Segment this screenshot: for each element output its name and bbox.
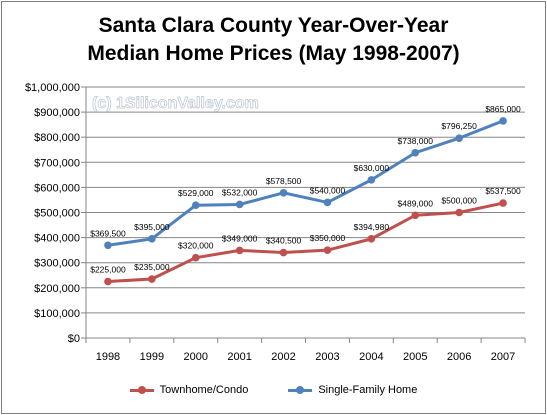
legend-item-townhome-condo: Townhome/Condo — [129, 384, 249, 396]
data-label-single-family-home: $369,500 — [90, 228, 126, 238]
chart-title-line-1: Santa Clara County Year-Over-Year — [98, 14, 449, 37]
data-label-single-family-home: $630,000 — [354, 163, 390, 173]
data-point-townhome-condo — [191, 253, 200, 262]
x-tick-label: 1999 — [140, 351, 164, 363]
y-tick-label: $700,000 — [34, 157, 80, 169]
data-label-townhome-condo: $350,000 — [310, 233, 346, 243]
data-point-single-family-home — [411, 148, 420, 157]
data-label-single-family-home: $529,000 — [178, 188, 214, 198]
data-label-single-family-home: $578,500 — [266, 176, 302, 186]
data-point-townhome-condo — [323, 246, 332, 254]
data-point-townhome-condo — [235, 246, 244, 255]
x-tick-label: 2005 — [403, 351, 427, 363]
y-tick-label: $900,000 — [34, 107, 80, 119]
data-label-townhome-condo: $394,980 — [354, 222, 390, 232]
data-point-single-family-home — [235, 200, 244, 209]
x-tick-label: 2003 — [315, 351, 339, 363]
y-tick-label: $400,000 — [34, 233, 80, 245]
data-point-townhome-condo — [104, 277, 112, 286]
data-label-single-family-home: $540,000 — [310, 185, 346, 195]
series-line-townhome-condo — [106, 201, 505, 284]
data-label-townhome-condo: $225,000 — [90, 265, 126, 275]
data-point-single-family-home — [455, 134, 463, 142]
data-label-single-family-home: $738,000 — [398, 136, 434, 146]
data-point-townhome-condo — [148, 275, 156, 283]
y-tick-label: $600,000 — [34, 182, 80, 194]
x-tick-label: 2000 — [184, 351, 208, 363]
data-label-townhome-condo: $500,000 — [441, 196, 477, 206]
x-tick-label: 2001 — [227, 351, 251, 363]
data-label-townhome-condo: $537,500 — [485, 186, 521, 196]
data-point-townhome-condo — [279, 248, 288, 257]
x-tick-label: 1998 — [96, 351, 120, 363]
y-tick-label: $200,000 — [34, 283, 80, 295]
data-label-single-family-home: $796,250 — [441, 121, 477, 131]
data-label-townhome-condo: $340,500 — [266, 236, 302, 246]
x-tick-label: 2002 — [271, 351, 295, 363]
y-tick-label: $800,000 — [34, 132, 80, 144]
chart-title: Santa Clara County Year-Over-Year Median… — [0, 12, 547, 68]
watermark-text: (c) 1SiliconValley.com — [92, 95, 259, 112]
y-tick-label: $1,000,000 — [25, 82, 80, 94]
data-point-single-family-home — [367, 176, 376, 184]
data-label-townhome-condo: $235,000 — [134, 262, 170, 272]
y-tick-label: $500,000 — [34, 208, 80, 220]
data-point-single-family-home — [499, 117, 507, 125]
data-label-townhome-condo: $349,000 — [222, 233, 258, 243]
legend-label-townhome-condo: Townhome/Condo — [159, 384, 249, 396]
legend-item-single-family-home: Single-Family Home — [288, 384, 417, 396]
legend-swatch-townhome-condo — [129, 385, 154, 395]
data-point-single-family-home — [191, 201, 200, 210]
data-label-single-family-home: $395,000 — [134, 222, 170, 232]
legend-marker-townhome-condo — [137, 386, 146, 394]
data-point-townhome-condo — [455, 208, 463, 217]
legend-label-single-family-home: Single-Family Home — [318, 384, 418, 396]
series-line-single-family-home — [106, 119, 505, 247]
y-tick-label: $0 — [68, 333, 80, 345]
legend-marker-single-family-home — [296, 386, 305, 394]
legend: Townhome/Condo Single-Family Home — [0, 384, 547, 396]
data-label-townhome-condo: $489,000 — [398, 198, 434, 208]
x-tick-label: 2006 — [447, 351, 471, 363]
data-point-single-family-home — [279, 188, 288, 197]
x-tick-label: 2007 — [491, 351, 515, 363]
x-tick-label: 2004 — [359, 351, 383, 363]
data-label-single-family-home: $865,000 — [485, 104, 521, 114]
chart-title-line-2: Median Home Prices (May 1998-2007) — [87, 42, 460, 65]
legend-swatch-single-family-home — [288, 385, 313, 395]
data-point-single-family-home — [104, 241, 112, 250]
data-point-single-family-home — [148, 235, 156, 243]
data-point-single-family-home — [323, 198, 332, 207]
data-point-townhome-condo — [411, 211, 420, 220]
data-label-townhome-condo: $320,000 — [178, 241, 214, 251]
y-tick-label: $300,000 — [34, 258, 80, 270]
y-tick-label: $100,000 — [34, 308, 80, 320]
data-point-townhome-condo — [367, 235, 376, 243]
data-label-single-family-home: $532,000 — [222, 187, 258, 197]
data-point-townhome-condo — [499, 199, 507, 207]
